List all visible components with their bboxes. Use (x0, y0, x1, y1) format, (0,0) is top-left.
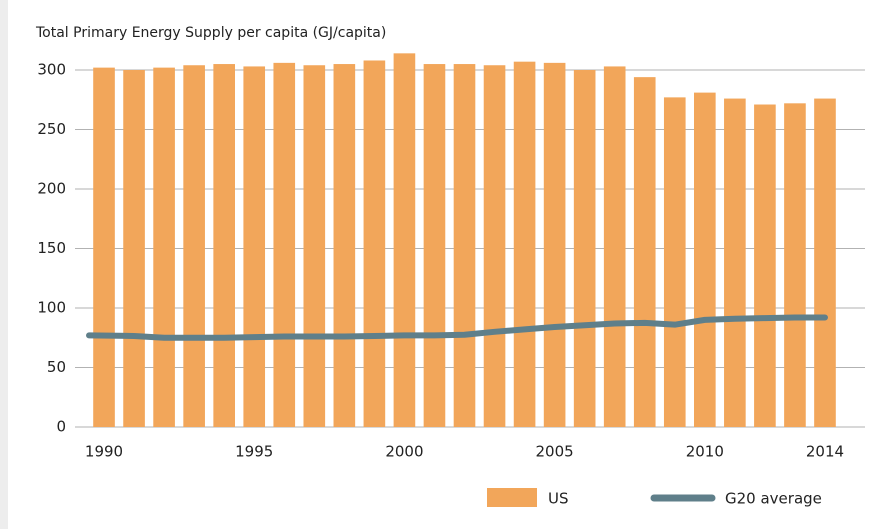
y-tick-label: 200 (37, 180, 66, 198)
x-tick-label: 2005 (536, 443, 574, 461)
y-tick-label: 100 (37, 299, 66, 317)
bar (513, 61, 536, 428)
bar (213, 64, 235, 428)
y-tick-label: 150 (37, 239, 66, 257)
bar (633, 77, 656, 427)
bar (123, 70, 145, 427)
bar (93, 67, 115, 428)
y-tick-label: 250 (37, 120, 66, 138)
bar (243, 66, 266, 428)
bar (694, 92, 716, 428)
x-tick-label: 1990 (85, 443, 123, 461)
bar (603, 66, 626, 428)
legend-label: G20 average (725, 490, 822, 508)
legend-label: US (548, 490, 569, 508)
x-tick-label: 2014 (806, 443, 844, 461)
bar (754, 104, 776, 427)
bar (573, 70, 596, 427)
bar (453, 64, 476, 428)
bar (153, 67, 175, 428)
bar (784, 103, 806, 427)
bar (423, 64, 446, 428)
bar (363, 60, 386, 427)
x-tick-label: 1995 (235, 443, 273, 461)
line (86, 314, 828, 341)
legend-swatch (487, 488, 537, 507)
bar (814, 98, 836, 427)
y-tick-label: 50 (47, 358, 66, 376)
bar (543, 62, 566, 428)
bar (724, 98, 746, 427)
bar (333, 64, 356, 428)
y-tick-label: 0 (56, 418, 66, 436)
chart-title: Total Primary Energy Supply per capita (… (35, 25, 386, 41)
bar (273, 62, 296, 428)
x-tick-label: 2000 (385, 443, 423, 461)
bar (393, 53, 416, 428)
bar (483, 65, 506, 428)
bar (663, 97, 686, 428)
bar (183, 65, 205, 428)
bar (303, 65, 326, 428)
y-tick-label: 300 (37, 61, 66, 79)
x-tick-label: 2010 (686, 443, 724, 461)
